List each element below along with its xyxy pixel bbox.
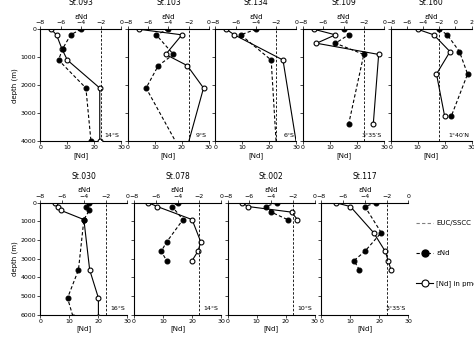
Title: St.109: St.109 bbox=[331, 0, 356, 7]
Title: St.002: St.002 bbox=[259, 172, 283, 181]
X-axis label: [Nd]: [Nd] bbox=[336, 152, 351, 159]
Title: St.117: St.117 bbox=[353, 172, 377, 181]
X-axis label: εNd: εNd bbox=[249, 14, 263, 20]
Title: St.134: St.134 bbox=[244, 0, 268, 7]
Y-axis label: depth (m): depth (m) bbox=[11, 68, 18, 103]
Title: St.078: St.078 bbox=[165, 172, 190, 181]
X-axis label: εNd: εNd bbox=[162, 14, 175, 20]
X-axis label: εNd: εNd bbox=[424, 14, 438, 20]
Text: EUC/SSCC: EUC/SSCC bbox=[437, 220, 471, 226]
Title: St.030: St.030 bbox=[72, 172, 96, 181]
Text: 10°S: 10°S bbox=[298, 307, 312, 311]
Y-axis label: depth (m): depth (m) bbox=[11, 241, 18, 276]
X-axis label: [Nd]: [Nd] bbox=[424, 152, 438, 159]
Title: St.103: St.103 bbox=[156, 0, 181, 7]
Text: 14°S: 14°S bbox=[104, 133, 119, 138]
X-axis label: εNd: εNd bbox=[171, 187, 184, 193]
X-axis label: εNd: εNd bbox=[264, 187, 278, 193]
X-axis label: [Nd]: [Nd] bbox=[170, 325, 185, 332]
Title: St.160: St.160 bbox=[419, 0, 444, 7]
X-axis label: [Nd]: [Nd] bbox=[264, 325, 279, 332]
X-axis label: [Nd]: [Nd] bbox=[161, 152, 176, 159]
Text: 3°35′S: 3°35′S bbox=[386, 307, 406, 311]
Text: 9°S: 9°S bbox=[195, 133, 207, 138]
X-axis label: εNd: εNd bbox=[77, 187, 91, 193]
X-axis label: [Nd]: [Nd] bbox=[73, 152, 88, 159]
X-axis label: εNd: εNd bbox=[358, 187, 372, 193]
X-axis label: [Nd]: [Nd] bbox=[357, 325, 373, 332]
X-axis label: εNd: εNd bbox=[74, 14, 88, 20]
Text: [Nd] in pmol/kg: [Nd] in pmol/kg bbox=[437, 280, 474, 287]
Text: 3°35′S: 3°35′S bbox=[361, 133, 382, 138]
X-axis label: [Nd]: [Nd] bbox=[248, 152, 264, 159]
Text: 14°S: 14°S bbox=[204, 307, 219, 311]
X-axis label: εNd: εNd bbox=[337, 14, 350, 20]
Text: 16°S: 16°S bbox=[110, 307, 125, 311]
Text: 6°S: 6°S bbox=[283, 133, 294, 138]
Text: εNd: εNd bbox=[437, 250, 450, 256]
Title: St.093: St.093 bbox=[68, 0, 93, 7]
X-axis label: [Nd]: [Nd] bbox=[76, 325, 91, 332]
Text: 1°40′N: 1°40′N bbox=[448, 133, 469, 138]
